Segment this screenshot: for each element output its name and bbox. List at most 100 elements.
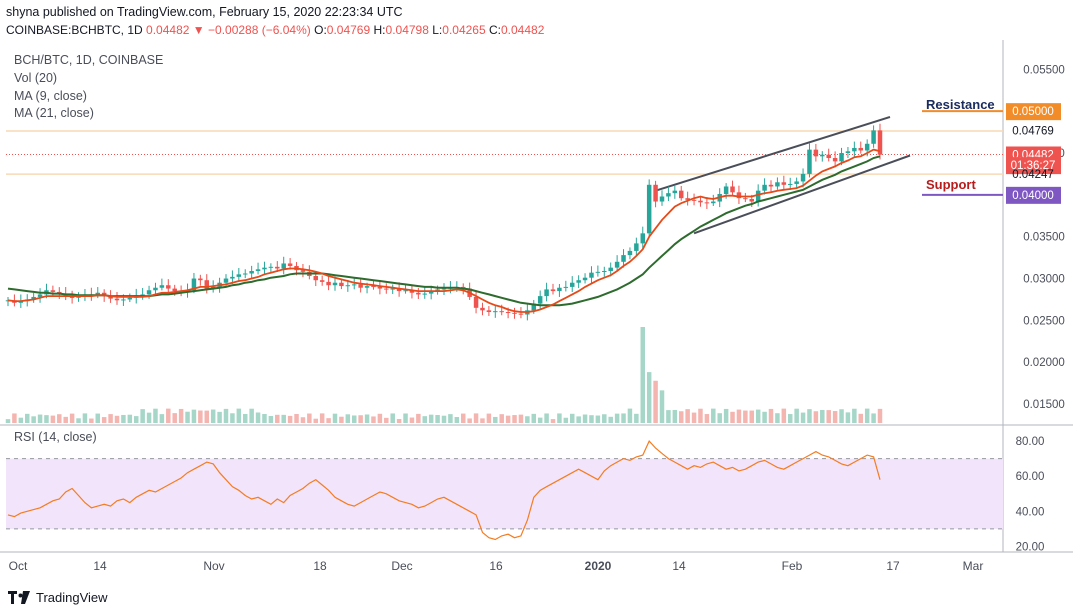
candle-body <box>698 200 703 203</box>
price-tick-label: 0.01500 <box>1023 399 1065 411</box>
time-tick-label: 17 <box>886 559 900 573</box>
volume-bar <box>672 409 678 423</box>
price-tick-label: 0.03500 <box>1023 232 1065 244</box>
volume-bar <box>108 414 113 423</box>
candle-body <box>230 276 235 279</box>
volume-bar <box>730 411 735 423</box>
candle-body <box>794 181 799 184</box>
candle-body <box>384 288 389 290</box>
volume-bar <box>236 408 242 423</box>
legend-title[interactable]: BCH/BTC, 1D, COINBASE <box>14 53 164 67</box>
candle-body <box>146 290 152 295</box>
volume-bar <box>435 415 440 423</box>
candle-body <box>685 198 690 200</box>
volume-bar <box>768 408 774 423</box>
volume-bar <box>512 415 517 423</box>
volume-bar <box>121 414 126 423</box>
volume-bar <box>704 414 710 423</box>
price-label-text: 01:36:27 <box>1011 160 1056 172</box>
rsi-tick-label: 20.00 <box>1016 541 1045 553</box>
volume-bar <box>95 413 101 423</box>
candle-body <box>544 289 549 297</box>
legend-ma9[interactable]: MA (9, close) <box>14 89 87 103</box>
volume-bar <box>364 414 370 423</box>
volume-bar <box>76 418 81 423</box>
candle-body <box>249 271 254 274</box>
legend-ma21[interactable]: MA (21, close) <box>14 106 94 120</box>
volume-bar <box>50 415 56 423</box>
candle-body <box>69 296 75 298</box>
legend-rsi[interactable]: RSI (14, close) <box>14 430 97 444</box>
volume-bar <box>563 417 569 423</box>
volume-bar <box>871 413 876 423</box>
candle-body <box>595 271 601 273</box>
rsi-pane <box>6 440 1003 541</box>
volume-bar <box>390 413 395 423</box>
volume-bar <box>749 410 755 423</box>
volume-bar <box>608 416 613 423</box>
candle-body <box>319 280 325 282</box>
volume-bar <box>493 416 498 423</box>
rsi-band <box>6 458 1003 529</box>
candle-body <box>396 288 402 292</box>
volume-bar <box>185 411 190 423</box>
volume-bar <box>69 413 75 423</box>
candle-body <box>416 292 421 295</box>
annotations: Resistance Support <box>926 97 995 192</box>
volume-bar <box>198 410 203 423</box>
volume-bar <box>775 413 780 423</box>
candle-body <box>428 291 434 294</box>
time-tick-label: Dec <box>391 559 412 573</box>
volume-bar <box>217 411 222 423</box>
candle-body <box>172 288 177 292</box>
volume-bar <box>582 414 588 423</box>
candle-body <box>281 263 286 269</box>
candle-body <box>268 266 274 268</box>
candle-body <box>743 198 748 200</box>
legend-volume[interactable]: Vol (20) <box>14 71 58 85</box>
candle-body <box>409 290 415 293</box>
volume-bar <box>63 416 68 423</box>
volume-bar <box>307 413 312 423</box>
candle-body <box>50 290 56 292</box>
volume-bar <box>852 408 857 423</box>
candle-body <box>114 298 120 301</box>
volume-bar <box>255 412 261 423</box>
ohlc-open-label: O: <box>314 23 327 37</box>
time-tick-label: Feb <box>782 559 803 573</box>
volume-bar <box>351 415 357 423</box>
volume-bar <box>839 409 844 423</box>
candle-body <box>813 149 819 157</box>
price-label-text: 0.04247 <box>1012 169 1054 181</box>
volume-bar <box>557 413 562 423</box>
volume-bar <box>12 413 17 423</box>
ohlc-line: COINBASE:BCHBTC, 1D 0.04482 ▼ −0.00288 (… <box>6 23 544 37</box>
candle-body <box>845 151 851 153</box>
tradingview-logo[interactable]: TradingView <box>8 590 108 605</box>
price-tick-label: 0.03000 <box>1023 274 1065 286</box>
candle-body <box>441 288 447 290</box>
volume-bar <box>800 412 806 423</box>
candle-body <box>364 286 370 288</box>
candle-body <box>332 282 338 286</box>
candle-body <box>550 289 556 292</box>
candle-body <box>537 296 543 304</box>
volume-bar <box>627 408 633 423</box>
candle-body <box>627 250 633 256</box>
volume-bar <box>37 414 43 423</box>
candle-body <box>775 182 780 187</box>
price-label-text: 0.05000 <box>1012 106 1054 118</box>
candle-body <box>646 184 652 234</box>
volume-bar <box>531 413 537 423</box>
candle-body <box>531 303 537 311</box>
candle-body <box>422 293 428 295</box>
channel-upper-line[interactable] <box>655 116 891 192</box>
candle-body <box>569 282 575 287</box>
candle-body <box>711 201 716 204</box>
volume-bar <box>44 415 49 423</box>
volume-bar <box>371 416 376 423</box>
channel-lower-line[interactable] <box>693 154 911 235</box>
time-tick-label: 2020 <box>585 559 612 573</box>
candle-body <box>672 190 678 194</box>
